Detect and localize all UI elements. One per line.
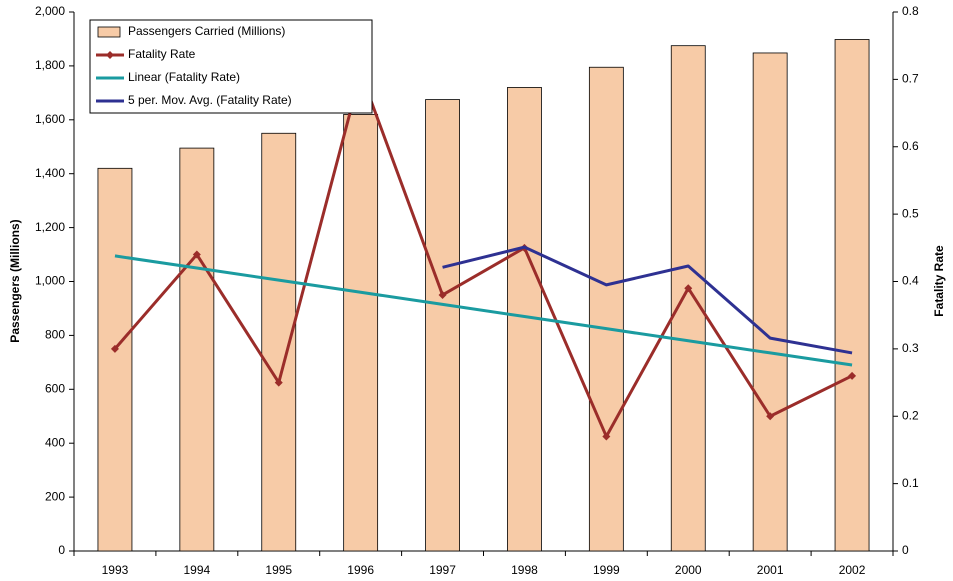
y-axis-label: Passengers (Millions) bbox=[8, 219, 22, 342]
bar bbox=[343, 114, 379, 552]
y-tick-label: 1,400 bbox=[35, 166, 65, 180]
y2-tick-label: 0.8 bbox=[902, 4, 919, 18]
y2-axis-label: Fatality Rate bbox=[932, 245, 946, 317]
x-tick-label: 1999 bbox=[593, 563, 620, 577]
y2-tick-label: 0.5 bbox=[902, 206, 919, 220]
legend-marker bbox=[106, 51, 114, 59]
y-tick-label: 1,200 bbox=[35, 220, 65, 234]
y2-tick-label: 0.6 bbox=[902, 139, 919, 153]
x-tick-label: 1995 bbox=[265, 563, 292, 577]
line-series bbox=[114, 254, 853, 367]
y-tick-label: 400 bbox=[45, 435, 65, 449]
bar bbox=[670, 45, 706, 552]
y2-tick-label: 0.4 bbox=[902, 274, 919, 288]
x-tick-label: 1993 bbox=[102, 563, 129, 577]
y2-tick-label: 0.2 bbox=[902, 408, 919, 422]
y-tick-label: 1,800 bbox=[35, 58, 65, 72]
x-tick-label: 1998 bbox=[511, 563, 538, 577]
line-series bbox=[113, 71, 853, 438]
marker bbox=[766, 412, 775, 421]
x-tick-label: 1994 bbox=[183, 563, 210, 577]
marker bbox=[192, 250, 201, 259]
x-tick-label: 2002 bbox=[839, 563, 866, 577]
bar bbox=[97, 167, 133, 552]
y-tick-label: 800 bbox=[45, 328, 65, 342]
bar bbox=[752, 52, 788, 552]
marker bbox=[438, 290, 447, 299]
x-tick-label: 2000 bbox=[675, 563, 702, 577]
x-tick-label: 2001 bbox=[757, 563, 784, 577]
legend-label: 5 per. Mov. Avg. (Fatality Rate) bbox=[128, 93, 292, 107]
y-tick-label: 1,000 bbox=[35, 274, 65, 288]
y2-tick-label: 0.3 bbox=[902, 341, 919, 355]
marker bbox=[684, 284, 693, 293]
marker bbox=[602, 432, 611, 441]
x-tick-label: 1996 bbox=[347, 563, 374, 577]
legend-label: Passengers Carried (Millions) bbox=[128, 24, 285, 38]
legend-box bbox=[89, 19, 373, 114]
y2-tick-label: 0.1 bbox=[902, 476, 919, 490]
y2-tick-label: 0 bbox=[902, 543, 909, 557]
legend-label: Fatality Rate bbox=[128, 47, 196, 61]
marker bbox=[274, 378, 283, 387]
legend-swatch bbox=[97, 26, 121, 38]
y-tick-label: 0 bbox=[58, 543, 65, 557]
marker bbox=[848, 371, 857, 380]
bar bbox=[834, 39, 870, 552]
bar bbox=[425, 99, 460, 552]
bar bbox=[588, 66, 624, 552]
x-tick-label: 1997 bbox=[429, 563, 456, 577]
y-tick-label: 2,000 bbox=[35, 4, 65, 18]
line-series bbox=[442, 245, 853, 355]
marker bbox=[110, 344, 119, 353]
legend-label: Linear (Fatality Rate) bbox=[128, 70, 240, 84]
y-tick-label: 1,600 bbox=[35, 112, 65, 126]
y2-tick-label: 0.7 bbox=[902, 72, 919, 86]
bar bbox=[179, 147, 215, 552]
y-tick-label: 600 bbox=[45, 381, 65, 395]
y-tick-label: 200 bbox=[45, 489, 65, 503]
